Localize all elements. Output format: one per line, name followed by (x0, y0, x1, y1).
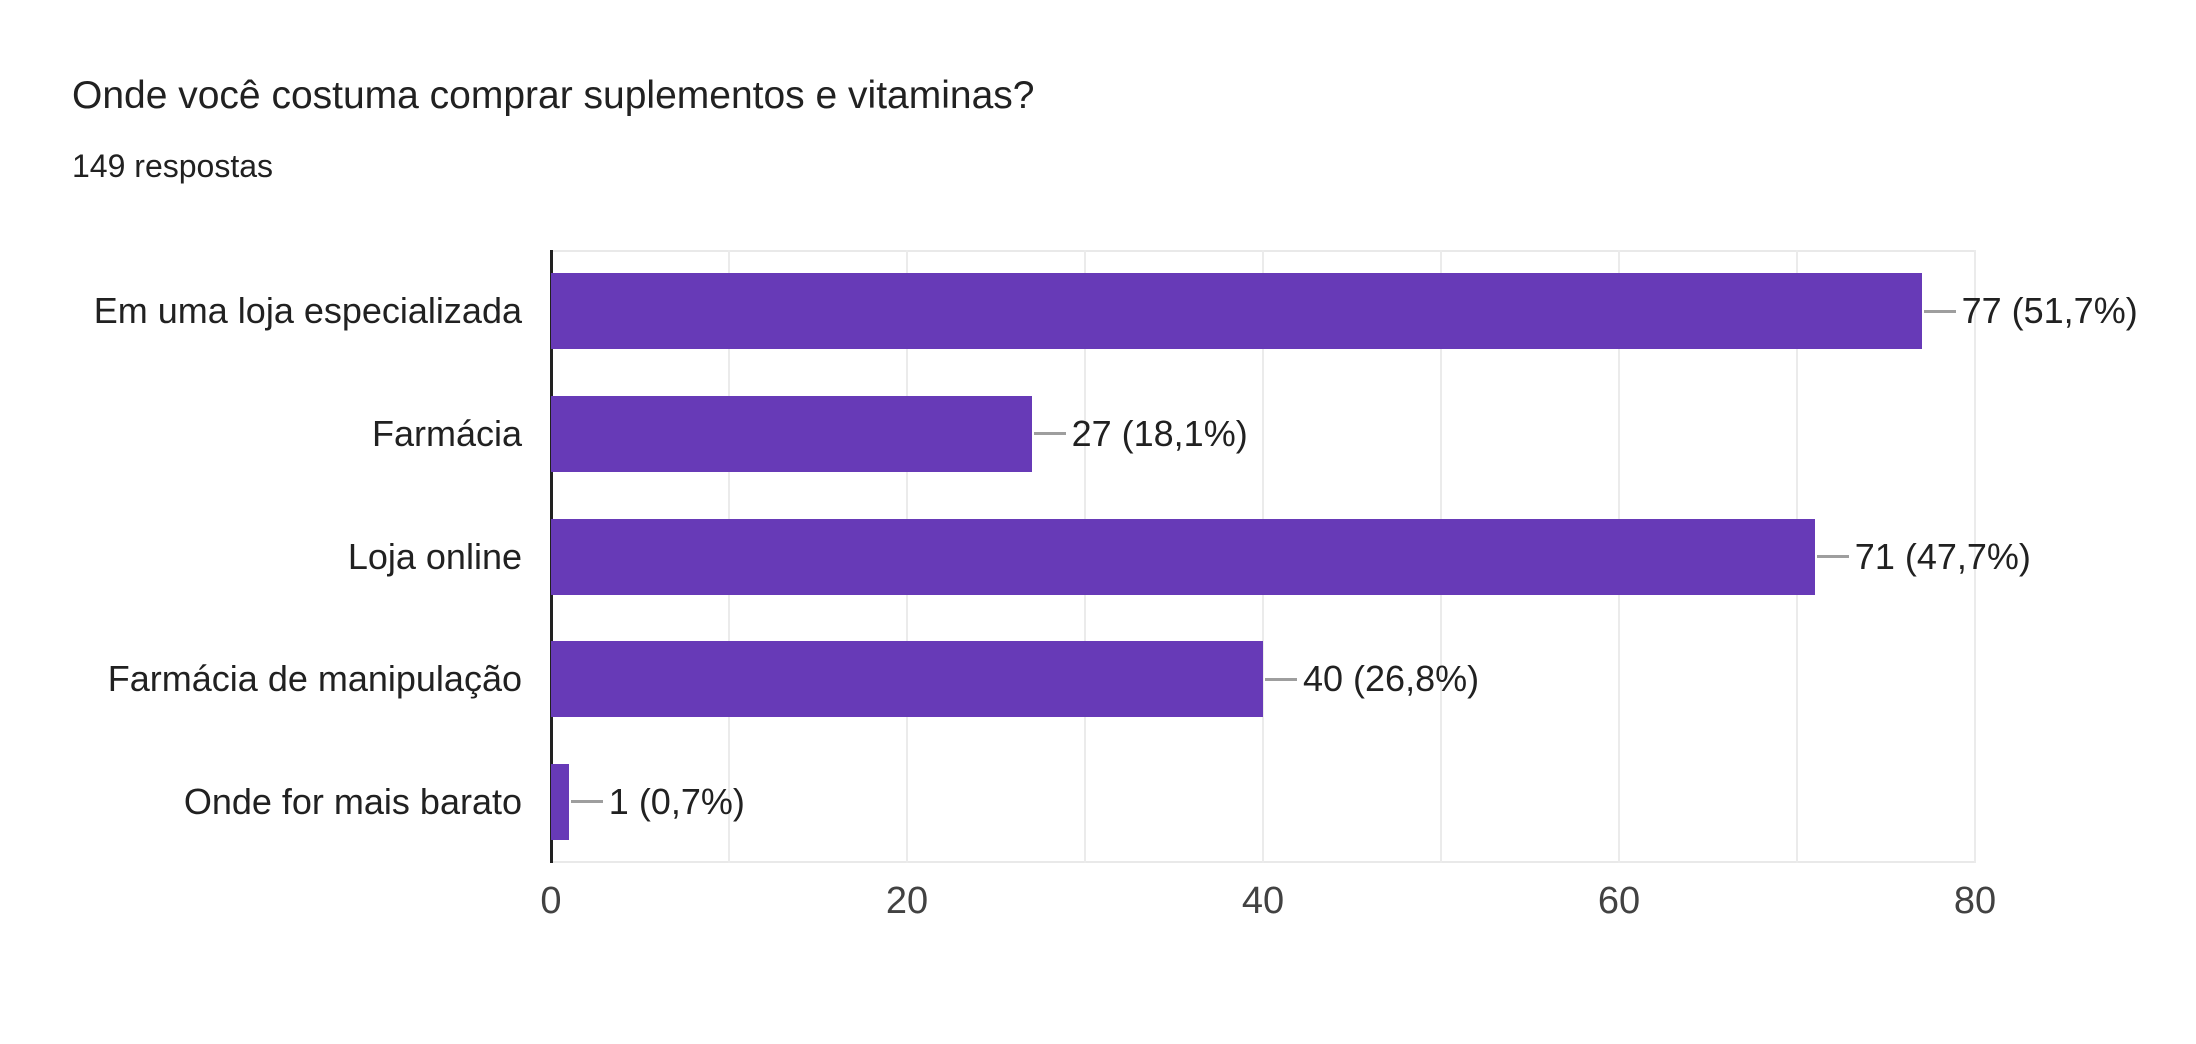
value-label-2: 27 (18,1%) (1071, 412, 1248, 454)
bar-3[interactable] (551, 518, 1815, 595)
bar-4[interactable] (551, 641, 1263, 718)
bar-chart-plot-area (550, 250, 1976, 863)
value-label-1: 77 (51,7%) (1961, 290, 2138, 332)
value-connector-3 (1816, 555, 1849, 558)
value-connector-5 (570, 800, 603, 804)
value-label-4: 40 (26,8%) (1303, 658, 1480, 700)
value-label-5: 1 (0,7%) (608, 780, 745, 822)
x-tick-20: 20 (885, 880, 929, 922)
category-label-2: Farmácia (371, 412, 522, 454)
value-connector-2 (1033, 432, 1066, 436)
category-label-3: Loja online (347, 535, 522, 577)
gridline-80 (1974, 250, 1976, 863)
value-label-3: 71 (47,7%) (1854, 535, 2031, 577)
x-tick-0: 0 (540, 880, 562, 922)
bar-5[interactable] (551, 763, 569, 840)
chart-title: Onde você costuma comprar suplementos e … (72, 74, 1035, 117)
category-label-5: Onde for mais barato (183, 780, 522, 822)
x-tick-80: 80 (1953, 880, 1997, 922)
category-label-1: Em uma loja especializada (93, 290, 522, 332)
response-count: 149 respostas (72, 148, 274, 184)
bar-2[interactable] (551, 395, 1032, 472)
x-tick-60: 60 (1597, 880, 1641, 922)
bar-1[interactable] (551, 273, 1922, 350)
x-tick-40: 40 (1241, 880, 1285, 922)
category-label-4: Farmácia de manipulação (107, 658, 522, 700)
value-connector-1 (1923, 309, 1956, 313)
value-connector-4 (1265, 677, 1297, 681)
